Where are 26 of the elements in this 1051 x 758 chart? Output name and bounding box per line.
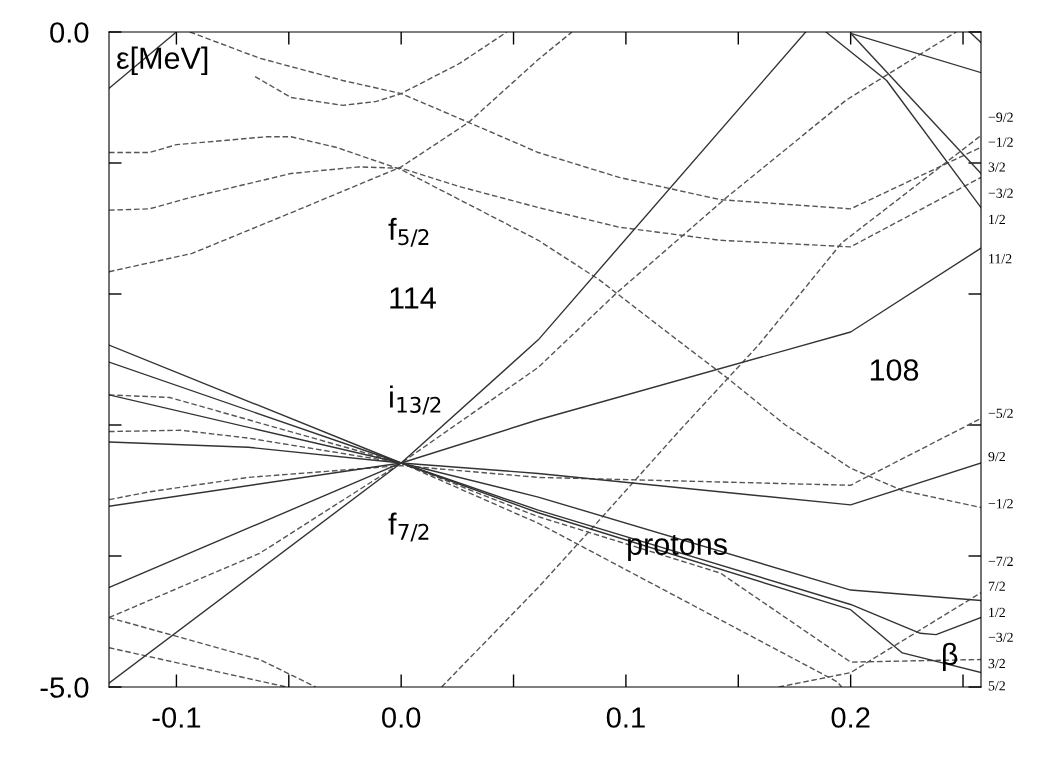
text: 3/2 — [988, 658, 1005, 669]
text: 5/2 — [988, 681, 1005, 691]
text: 1/2 — [989, 607, 1005, 618]
text: −3/2 — [988, 188, 1013, 198]
y-tick-label: -5.0 — [40, 677, 89, 698]
x-tick-label: -0.1 — [152, 707, 201, 728]
annotation: β — [943, 642, 958, 672]
text: −3/2 — [988, 632, 1013, 643]
annotation: 114 — [390, 287, 436, 309]
x-tick-label: 0.0 — [382, 707, 421, 728]
text: −5/2 — [988, 408, 1013, 418]
text: −1/2 — [988, 499, 1013, 509]
text: −1/2 — [988, 137, 1013, 147]
text: 11/2 — [989, 254, 1012, 264]
text: −9/2 — [988, 112, 1013, 122]
text: −7/2 — [988, 556, 1013, 567]
x-tick-label: 0.1 — [606, 707, 645, 728]
annotation: f$_{5/2}$ — [388, 217, 429, 247]
text: 7/2 — [988, 581, 1005, 591]
text: 3/2 — [988, 162, 1005, 172]
annotation: f$_{7/2}$ — [388, 512, 429, 542]
text: 1/2 — [989, 214, 1005, 225]
annotation: i$_{13/2}$ — [390, 385, 441, 415]
annotation: 108 — [870, 359, 919, 381]
text: 9/2 — [988, 451, 1005, 462]
x-tick-label: 0.2 — [831, 707, 870, 728]
